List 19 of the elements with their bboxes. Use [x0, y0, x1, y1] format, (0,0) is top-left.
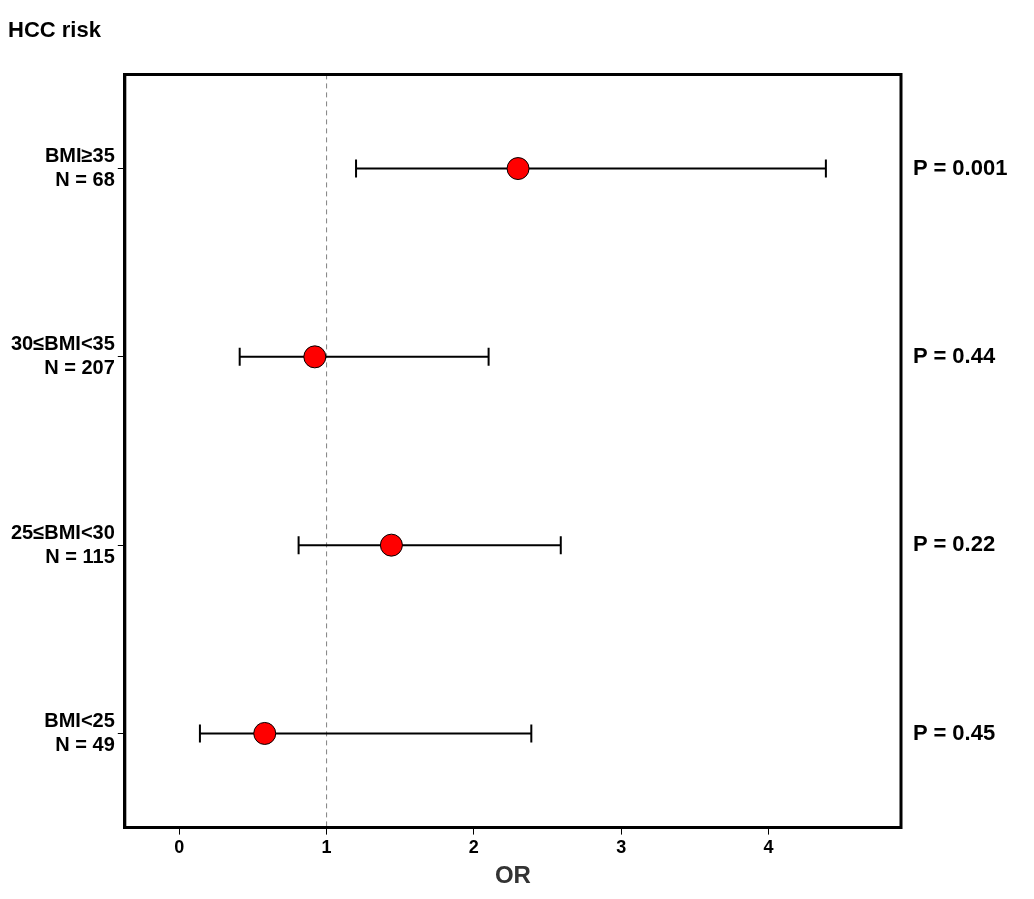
x-axis-title: OR [494, 861, 531, 889]
point [303, 345, 327, 369]
x-tick-label: 1 [321, 837, 332, 858]
text: P = 0.44 [913, 342, 996, 368]
x-tick-label: 3 [616, 837, 627, 858]
y-tick-label: BMI≥35 N = 68 [44, 144, 115, 191]
chart-title: HCC risk [8, 17, 102, 43]
text: P = 0.45 [913, 719, 996, 745]
y-tick-label: BMI<25 N = 49 [44, 708, 115, 755]
x-tick-label: 4 [763, 837, 774, 858]
x-tick-label: 2 [468, 837, 479, 858]
text: P = 0.22 [913, 531, 996, 557]
y-tick-label: 30≤BMI<35 N = 207 [11, 332, 115, 379]
point [379, 533, 403, 557]
point [253, 721, 277, 745]
y-tick-label: 25≤BMI<30 N = 115 [11, 520, 115, 567]
text: P = 0.001 [913, 154, 1008, 180]
x-tick-label: 0 [174, 837, 185, 858]
point [506, 157, 530, 181]
